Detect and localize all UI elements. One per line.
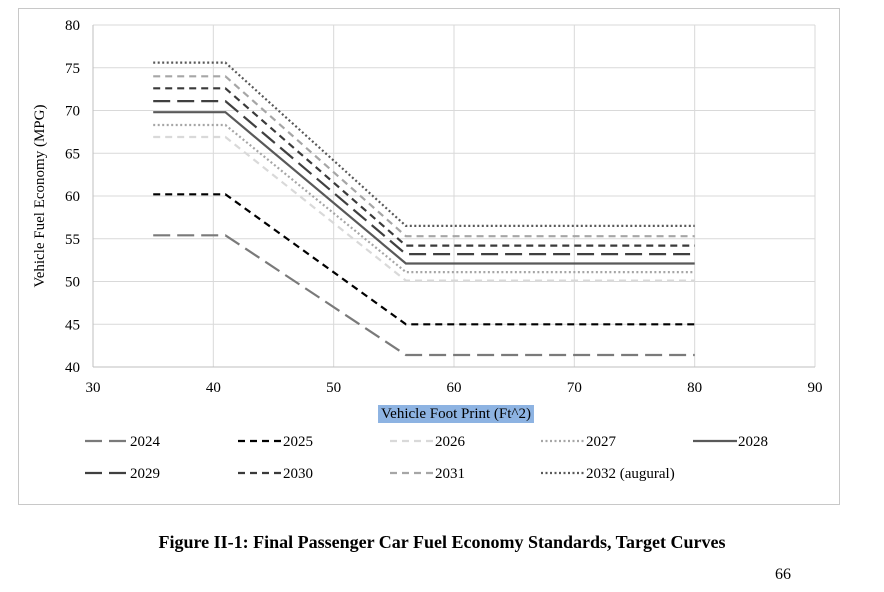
legend-label-2032: 2032 (augural) <box>586 466 675 482</box>
x-tick-label: 80 <box>687 380 702 396</box>
series-line-2025 <box>153 193 695 326</box>
legend-label-2025: 2025 <box>283 434 313 450</box>
x-axis-title-highlight <box>378 405 534 423</box>
series-line-2031 <box>153 75 695 238</box>
y-tick-label: 75 <box>65 61 80 77</box>
y-axis-title: Vehicle Fuel Economy (MPG) <box>32 105 48 288</box>
legend-label-2031: 2031 <box>435 466 465 482</box>
legend-label-2029: 2029 <box>130 466 160 482</box>
x-axis-title: Vehicle Foot Print (Ft^2) <box>381 406 531 422</box>
chart-frame: 40 45 50 55 60 65 70 75 80 30 40 50 60 70 80 90 Vehicle … <box>18 8 840 505</box>
series-line-2029 <box>153 99 695 256</box>
series-line-2028 <box>153 111 695 265</box>
y-tick-label: 45 <box>65 317 80 333</box>
y-tick-label: 50 <box>65 275 80 291</box>
legend-label-2027: 2027 <box>586 434 617 450</box>
legend-label-2028: 2028 <box>738 434 768 450</box>
series-line-2024 <box>153 234 695 357</box>
y-tick-label: 40 <box>65 360 80 376</box>
legend-label-2030: 2030 <box>283 466 313 482</box>
y-tick-label: 65 <box>65 146 80 162</box>
y-tick-label: 70 <box>65 104 80 120</box>
x-tick-label: 90 <box>808 380 823 396</box>
series-line-2026 <box>153 135 695 282</box>
page-number: 66 <box>775 566 791 583</box>
chart-svg: 40 45 50 55 60 65 70 75 80 30 40 50 60 70 80 90 Vehicle … <box>32 18 823 482</box>
x-tick-label: 70 <box>567 380 582 396</box>
y-tick-label: 80 <box>65 18 80 34</box>
legend-label-2026: 2026 <box>435 434 466 450</box>
legend-label-2024: 2024 <box>130 434 161 450</box>
y-tick-label: 60 <box>65 189 80 205</box>
series-line-2030 <box>153 87 695 247</box>
series-line-2032 <box>153 61 695 227</box>
x-tick-label: 40 <box>206 380 221 396</box>
figure-caption: Figure II-1: Final Passenger Car Fuel Ec… <box>158 532 726 552</box>
x-tick-label: 50 <box>326 380 341 396</box>
y-tick-label: 55 <box>65 232 80 248</box>
x-tick-label: 30 <box>86 380 101 396</box>
x-tick-label: 60 <box>447 380 462 396</box>
series-line-2027 <box>153 123 695 274</box>
